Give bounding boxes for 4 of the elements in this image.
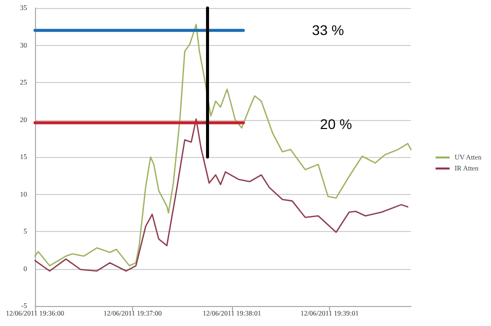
line-series	[34, 24, 412, 266]
annotation: 20 %	[320, 116, 352, 132]
annotation: 33 %	[312, 22, 344, 38]
line-series	[34, 118, 408, 272]
